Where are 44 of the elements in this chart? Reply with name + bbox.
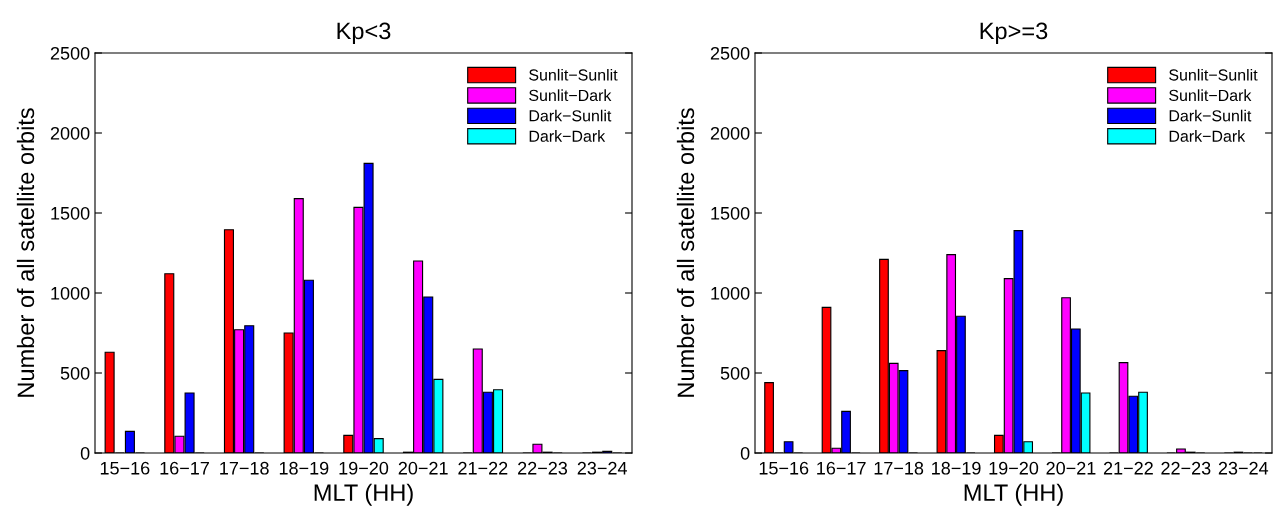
legend-label: Dark−Dark — [1169, 130, 1246, 142]
x-axis-title: MLT (HH) — [964, 483, 1063, 506]
y-tick-label: 1000 — [711, 286, 750, 300]
x-tick-label: 20−21 — [398, 461, 448, 475]
x-tick-label: 19−20 — [989, 461, 1039, 475]
x-tick-label: 19−20 — [339, 461, 389, 475]
y-tick-label: 1000 — [51, 286, 90, 300]
y-tick-label: 0 — [740, 446, 750, 460]
legend-label: Sunlit−Sunlit — [529, 68, 618, 81]
y-tick-label: 2000 — [50, 126, 90, 140]
y-tick-label: 2000 — [710, 126, 750, 140]
x-tick-label: 21−22 — [458, 461, 508, 475]
x-tick-label: 18−19 — [932, 461, 981, 475]
x-tick-label: 23−24 — [1218, 461, 1269, 475]
x-axis-title: MLT (HH) — [314, 483, 413, 506]
y-tick-label: 1500 — [711, 206, 750, 220]
x-tick-label: 16−17 — [160, 461, 209, 475]
x-tick-label: 21−22 — [1103, 461, 1153, 475]
y-tick-label: 2500 — [50, 46, 90, 60]
x-tick-label: 17−18 — [874, 461, 924, 475]
y-tick-label: 0 — [80, 446, 90, 460]
x-tick-label: 15−16 — [100, 461, 150, 475]
legend-label: Sunlit−Dark — [529, 89, 612, 102]
y-tick-label: 500 — [60, 366, 90, 380]
legend-label: Dark−Sunlit — [529, 109, 612, 122]
y-tick-label: 1500 — [51, 206, 90, 220]
x-tick-label: 16−17 — [817, 461, 866, 475]
legend-label: Sunlit−Sunlit — [1169, 68, 1258, 81]
legend-label: Sunlit−Dark — [1169, 89, 1252, 102]
x-tick-label: 22−23 — [518, 461, 568, 475]
chart-title: Kp>=3 — [980, 22, 1048, 45]
y-axis-title: Number of all satellite orbits — [676, 108, 695, 397]
chart-title: Kp<3 — [337, 22, 391, 45]
x-tick-label: 18−19 — [279, 461, 329, 475]
y-axis-title: Number of all satellite orbits — [16, 108, 35, 397]
x-tick-label: 17−18 — [220, 461, 269, 475]
x-tick-label: 22−23 — [1161, 461, 1211, 475]
y-tick-label: 2500 — [710, 46, 750, 60]
legend-label: Dark−Sunlit — [1169, 109, 1252, 122]
y-tick-label: 500 — [720, 366, 750, 380]
legend-label: Dark−Dark — [529, 130, 606, 142]
x-tick-label: 23−24 — [577, 461, 627, 475]
x-tick-label: 20−21 — [1046, 461, 1096, 475]
x-tick-label: 15−16 — [759, 461, 809, 475]
